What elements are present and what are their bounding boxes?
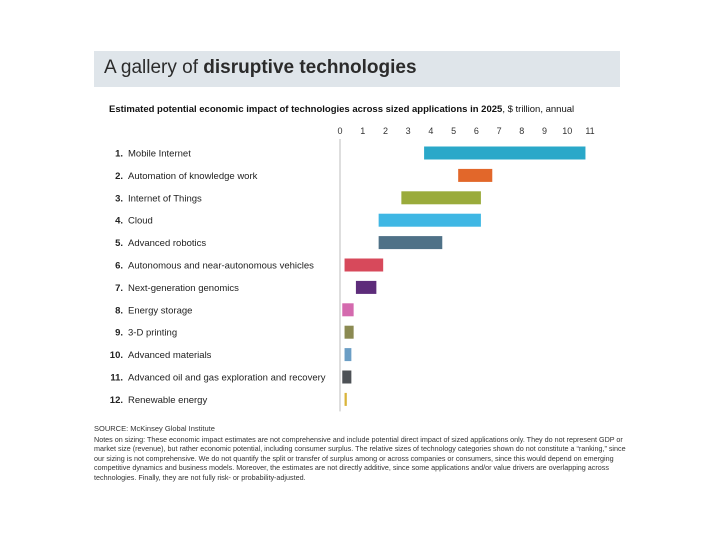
category-number: 1. — [115, 149, 123, 160]
x-tick-label: 0 — [337, 126, 342, 136]
range-bar — [342, 370, 352, 384]
title-band: A gallery of disruptive technologies — [94, 51, 620, 87]
range-bar — [355, 280, 377, 294]
range-bar — [401, 191, 481, 205]
x-tick-label: 3 — [406, 126, 411, 136]
x-tick-label: 2 — [383, 126, 388, 136]
source-note: SOURCE: McKinsey Global Institute — [94, 424, 215, 433]
category-label: Advanced oil and gas exploration and rec… — [128, 373, 326, 384]
x-tick-label: 4 — [428, 126, 433, 136]
category-number: 2. — [115, 171, 123, 182]
category-label: 3-D printing — [128, 328, 177, 339]
category-label: Energy storage — [128, 305, 192, 316]
x-tick-label: 8 — [519, 126, 524, 136]
x-tick-label: 1 — [360, 126, 365, 136]
range-bar — [344, 258, 384, 272]
range-bar — [458, 168, 493, 182]
title-plain: A gallery of — [104, 57, 204, 78]
x-tick-label: 9 — [542, 126, 547, 136]
chart-subtitle-main: Estimated potential economic impact of t… — [109, 104, 503, 115]
sizing-notes: Notes on sizing: These economic impact e… — [94, 435, 626, 482]
category-number: 11. — [110, 373, 123, 384]
chart-subtitle: Estimated potential economic impact of t… — [109, 104, 574, 115]
category-number: 5. — [115, 238, 123, 249]
category-number: 12. — [110, 395, 123, 406]
page-title: A gallery of disruptive technologies — [104, 57, 417, 79]
range-bar — [378, 236, 443, 250]
category-number: 10. — [110, 350, 123, 361]
category-label: Automation of knowledge work — [128, 171, 258, 182]
range-bar — [344, 392, 347, 406]
category-number: 6. — [115, 261, 123, 272]
x-tick-label: 6 — [474, 126, 479, 136]
x-tick-label: 10 — [562, 126, 572, 136]
x-tick-label: 7 — [497, 126, 502, 136]
category-number: 4. — [115, 216, 123, 227]
category-label: Cloud — [128, 216, 153, 227]
category-number: 7. — [115, 283, 123, 294]
category-label: Autonomous and near-autonomous vehicles — [128, 261, 314, 272]
category-label: Mobile Internet — [128, 149, 191, 160]
title-bold: disruptive technologies — [203, 57, 417, 78]
range-bar — [342, 303, 354, 317]
x-tick-label: 11 — [585, 126, 594, 136]
range-bar — [344, 325, 354, 339]
category-number: 8. — [115, 305, 123, 316]
category-label: Next-generation genomics — [128, 283, 239, 294]
category-label: Advanced robotics — [128, 238, 206, 249]
range-bar — [344, 348, 352, 362]
category-label: Renewable energy — [128, 395, 207, 406]
category-number: 9. — [115, 328, 123, 339]
category-label: Internet of Things — [128, 193, 202, 204]
range-bar — [378, 213, 481, 227]
x-tick-label: 5 — [451, 126, 456, 136]
category-label: Advanced materials — [128, 350, 212, 361]
chart-subtitle-unit: , $ trillion, annual — [502, 104, 575, 115]
category-number: 3. — [115, 193, 123, 204]
range-bar — [424, 146, 586, 160]
